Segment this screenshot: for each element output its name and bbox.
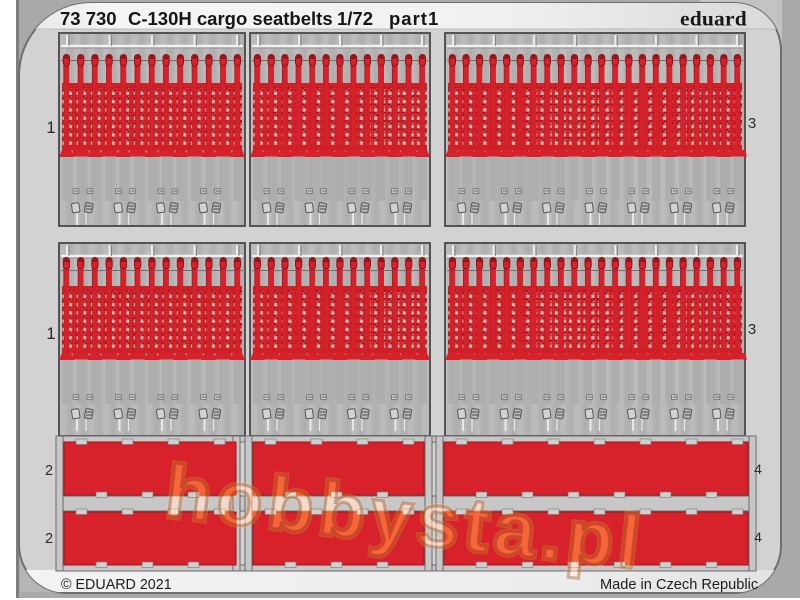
svg-text:3: 3 — [748, 321, 756, 338]
svg-text:1: 1 — [46, 118, 55, 137]
svg-text:3: 3 — [748, 115, 756, 132]
svg-text:Made in Czech Republic: Made in Czech Republic — [600, 577, 758, 593]
svg-text:4: 4 — [754, 461, 762, 477]
svg-text:1/72: 1/72 — [337, 8, 373, 29]
svg-text:4: 4 — [754, 529, 762, 545]
svg-text:eduard: eduard — [680, 7, 747, 31]
svg-text:© EDUARD 2021: © EDUARD 2021 — [61, 577, 172, 593]
svg-text:1: 1 — [46, 324, 55, 343]
svg-text:2: 2 — [45, 531, 53, 547]
svg-text:73 730: 73 730 — [60, 8, 117, 29]
svg-text:C-130H cargo seatbelts: C-130H cargo seatbelts — [128, 8, 333, 29]
svg-text:part1: part1 — [389, 8, 439, 29]
svg-text:2: 2 — [45, 463, 53, 479]
